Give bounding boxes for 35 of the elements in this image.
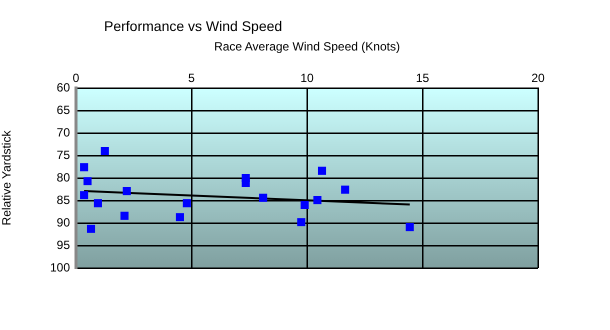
point (318, 166, 326, 175)
point (259, 194, 268, 202)
point (122, 187, 131, 196)
point (242, 178, 250, 187)
point (300, 200, 309, 210)
y-tick-label: 70 (56, 125, 70, 140)
x-tick-label: 20 (531, 71, 545, 86)
x-axis-title: Race Average Wind Speed (Knots) (214, 40, 400, 54)
point (120, 212, 129, 220)
point (86, 224, 96, 233)
point (176, 213, 184, 222)
point (84, 177, 92, 186)
y-tick-label: 75 (56, 148, 70, 162)
point (100, 146, 109, 156)
point (94, 199, 102, 208)
point (80, 191, 88, 200)
y-tick-label: 80 (56, 170, 70, 184)
point (297, 218, 306, 226)
point (341, 186, 350, 194)
point (313, 196, 322, 204)
y-axis-title: Relative Yardstick (0, 130, 14, 226)
x-tick-label: 15 (416, 71, 430, 86)
y-tick-label: 100 (50, 260, 70, 274)
y-tick-label: 65 (56, 102, 70, 117)
y-tick-label: 90 (56, 215, 70, 230)
y-tick-label: 95 (56, 238, 70, 252)
point (80, 163, 88, 172)
y-tick-label: 60 (56, 80, 70, 94)
x-tick-label: 10 (300, 71, 314, 86)
x-tick-label: 5 (188, 71, 196, 86)
point (406, 223, 414, 232)
point (182, 199, 191, 208)
y-tick-label: 85 (56, 192, 70, 207)
chart-title: Performance vs Wind Speed (104, 18, 282, 34)
x-tick-label: 0 (72, 71, 80, 86)
